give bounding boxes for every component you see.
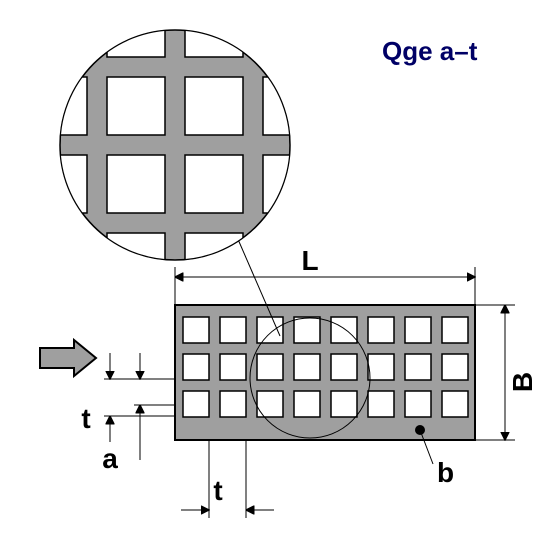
label-t-side: t xyxy=(81,403,90,434)
perforated-plate xyxy=(175,305,475,440)
detail-view xyxy=(29,0,321,291)
dimension-L: L xyxy=(175,245,475,305)
label-a: a xyxy=(102,443,118,474)
label-b: b xyxy=(437,457,454,488)
flow-arrow-icon xyxy=(40,340,96,376)
dimension-a: a xyxy=(102,353,175,474)
diagram-canvas: Qge a–t L B t a xyxy=(0,0,550,550)
label-t-bottom: t xyxy=(213,475,222,506)
title-label: Qge a–t xyxy=(382,36,478,66)
dimension-t-bottom: t xyxy=(181,440,274,518)
dimension-t-side: t xyxy=(81,353,175,442)
dimension-B: B xyxy=(475,305,538,440)
label-B: B xyxy=(507,372,538,392)
label-L: L xyxy=(301,245,318,276)
